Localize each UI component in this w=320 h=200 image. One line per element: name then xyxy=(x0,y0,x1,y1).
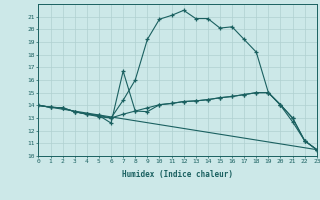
X-axis label: Humidex (Indice chaleur): Humidex (Indice chaleur) xyxy=(122,170,233,179)
